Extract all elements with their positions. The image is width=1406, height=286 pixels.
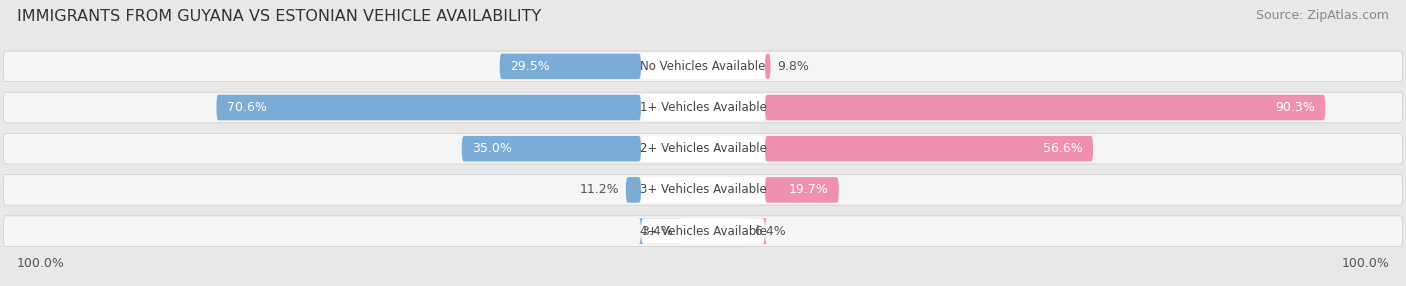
- Text: 35.0%: 35.0%: [472, 142, 512, 155]
- FancyBboxPatch shape: [641, 218, 765, 244]
- Text: 6.4%: 6.4%: [754, 225, 786, 238]
- Text: 56.6%: 56.6%: [1043, 142, 1083, 155]
- FancyBboxPatch shape: [641, 95, 765, 120]
- FancyBboxPatch shape: [765, 95, 1326, 120]
- FancyBboxPatch shape: [638, 218, 682, 244]
- Text: No Vehicles Available: No Vehicles Available: [640, 60, 766, 73]
- FancyBboxPatch shape: [641, 136, 765, 162]
- FancyBboxPatch shape: [461, 136, 641, 162]
- Text: 19.7%: 19.7%: [789, 183, 828, 196]
- Text: Source: ZipAtlas.com: Source: ZipAtlas.com: [1256, 9, 1389, 21]
- Text: 100.0%: 100.0%: [17, 257, 65, 270]
- FancyBboxPatch shape: [3, 92, 1403, 123]
- Text: 3+ Vehicles Available: 3+ Vehicles Available: [640, 183, 766, 196]
- Text: 100.0%: 100.0%: [1341, 257, 1389, 270]
- Text: IMMIGRANTS FROM GUYANA VS ESTONIAN VEHICLE AVAILABILITY: IMMIGRANTS FROM GUYANA VS ESTONIAN VEHIC…: [17, 9, 541, 23]
- FancyBboxPatch shape: [765, 53, 770, 79]
- Text: 70.6%: 70.6%: [226, 101, 267, 114]
- FancyBboxPatch shape: [626, 177, 641, 203]
- FancyBboxPatch shape: [765, 177, 839, 203]
- Text: 3.4%: 3.4%: [641, 225, 672, 238]
- FancyBboxPatch shape: [765, 136, 1092, 162]
- FancyBboxPatch shape: [217, 95, 641, 120]
- FancyBboxPatch shape: [3, 175, 1403, 205]
- Text: 1+ Vehicles Available: 1+ Vehicles Available: [640, 101, 766, 114]
- FancyBboxPatch shape: [3, 216, 1403, 246]
- FancyBboxPatch shape: [745, 218, 768, 244]
- Text: 2+ Vehicles Available: 2+ Vehicles Available: [640, 142, 766, 155]
- FancyBboxPatch shape: [641, 53, 765, 79]
- Text: 4+ Vehicles Available: 4+ Vehicles Available: [640, 225, 766, 238]
- Text: 29.5%: 29.5%: [510, 60, 550, 73]
- FancyBboxPatch shape: [641, 177, 765, 203]
- Text: 11.2%: 11.2%: [579, 183, 619, 196]
- FancyBboxPatch shape: [3, 134, 1403, 164]
- Text: 90.3%: 90.3%: [1275, 101, 1315, 114]
- FancyBboxPatch shape: [3, 51, 1403, 82]
- FancyBboxPatch shape: [499, 53, 641, 79]
- Text: 9.8%: 9.8%: [778, 60, 810, 73]
